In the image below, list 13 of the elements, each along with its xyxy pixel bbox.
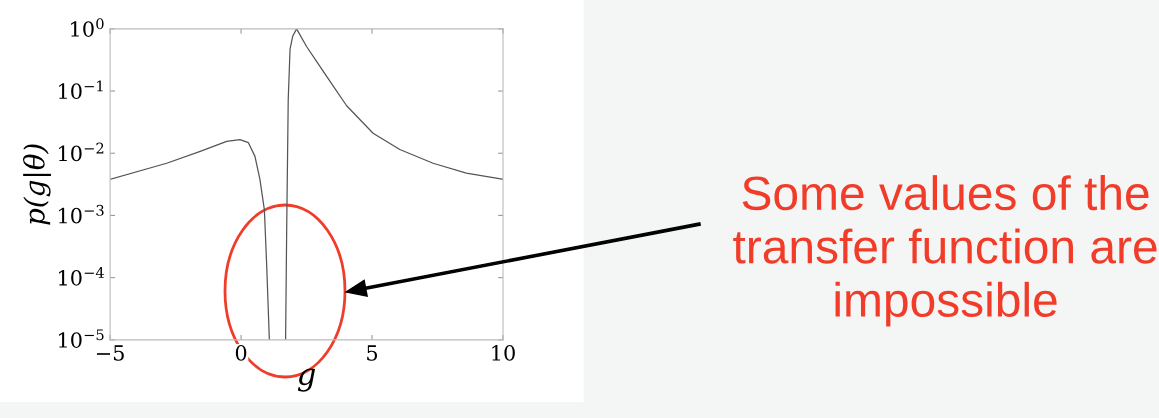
text: Some values of the transfer function are impossible	[733, 175, 1157, 327]
x-axis-title: g	[297, 368, 316, 392]
y-axis-title: p(g|θ)	[22, 144, 51, 225]
y-tick-label: 10$^{−2}$	[59, 142, 104, 162]
x-tick-label: 5	[367, 345, 378, 361]
x-tick-label: −5	[96, 345, 124, 361]
y-tick-label: 10$^{−3}$	[59, 204, 104, 224]
y-tick-label: 10$^{−4}$	[59, 267, 104, 286]
x-tick-label: 10	[492, 345, 515, 361]
y-tick-label: 10$^{−5}$	[59, 329, 104, 348]
x-tick-label: 0	[235, 345, 247, 361]
y-tick-label: 10$^{0}$	[71, 18, 104, 37]
y-tick-label: 10$^{−1}$	[59, 80, 103, 100]
